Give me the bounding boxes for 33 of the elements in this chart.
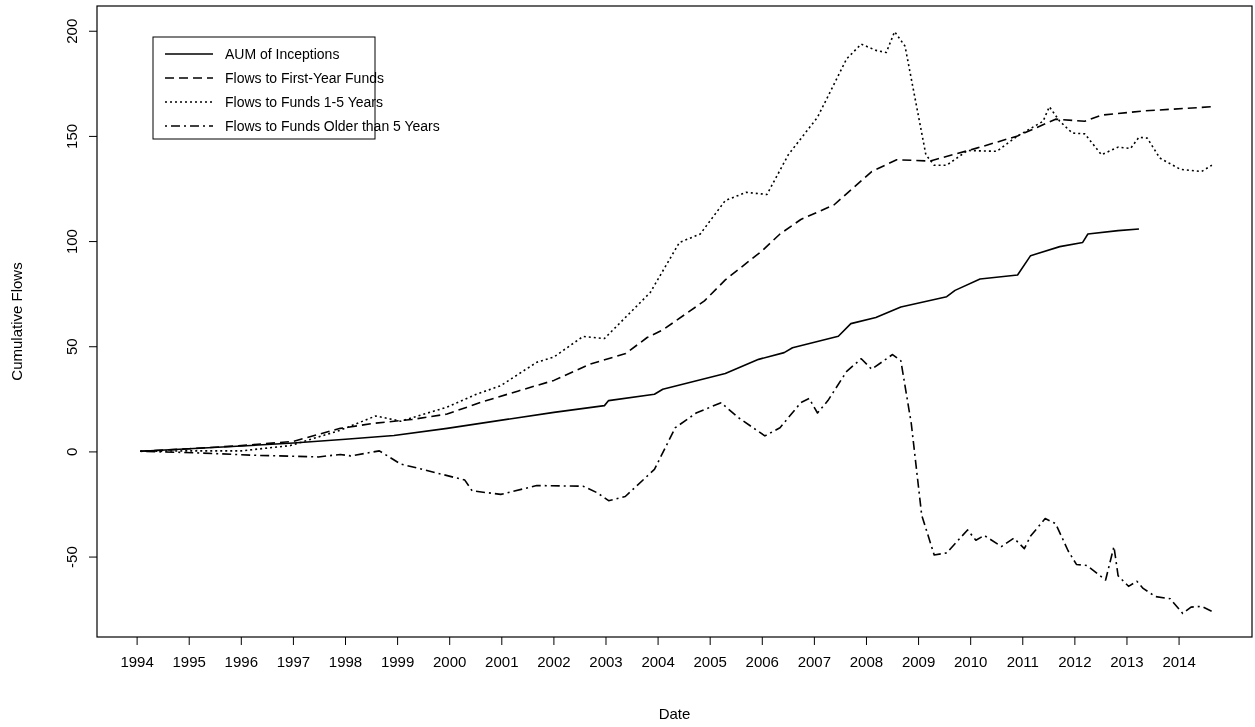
x-tick-label: 2004 (641, 653, 675, 670)
legend-label: Flows to Funds 1-5 Years (225, 94, 383, 110)
x-tick-label: 2014 (1162, 653, 1196, 670)
x-tick-label: 1998 (328, 653, 363, 670)
x-tick-label: 2000 (433, 653, 467, 670)
x-tick-label: 1999 (380, 653, 415, 670)
legend-label: Flows to Funds Older than 5 Years (225, 118, 440, 134)
x-axis-title: Date (658, 705, 691, 722)
x-tick-label: 2007 (797, 653, 832, 670)
y-tick-label: 0 (63, 447, 80, 457)
x-tick-label: 2005 (693, 653, 727, 670)
x-tick-label: 2010 (953, 653, 988, 670)
y-tick-label: 200 (63, 18, 80, 44)
x-tick-label: 2012 (1058, 653, 1092, 670)
y-tick-label: 100 (63, 229, 80, 255)
x-tick-label: 1995 (172, 653, 206, 670)
y-tick-label: 50 (63, 338, 80, 356)
x-tick-label: 1994 (120, 653, 154, 670)
x-tick-label: 2001 (485, 653, 519, 670)
x-tick-label: 1996 (224, 653, 258, 670)
x-tick-label: 2009 (901, 653, 936, 670)
x-tick-label: 2006 (745, 653, 779, 670)
x-tick-label: 2002 (537, 653, 571, 670)
y-axis-title: Cumulative Flows (8, 262, 25, 381)
x-tick-label: 2003 (589, 653, 623, 670)
legend-label: AUM of Inceptions (225, 46, 340, 62)
y-tick-label: -50 (63, 546, 80, 568)
legend-label: Flows to First-Year Funds (225, 70, 384, 86)
x-tick-label: 2011 (1006, 653, 1039, 670)
y-tick-label: 150 (63, 123, 80, 149)
x-tick-label: 2013 (1110, 653, 1144, 670)
x-tick-label: 2008 (849, 653, 884, 670)
x-tick-label: 1997 (276, 653, 311, 670)
